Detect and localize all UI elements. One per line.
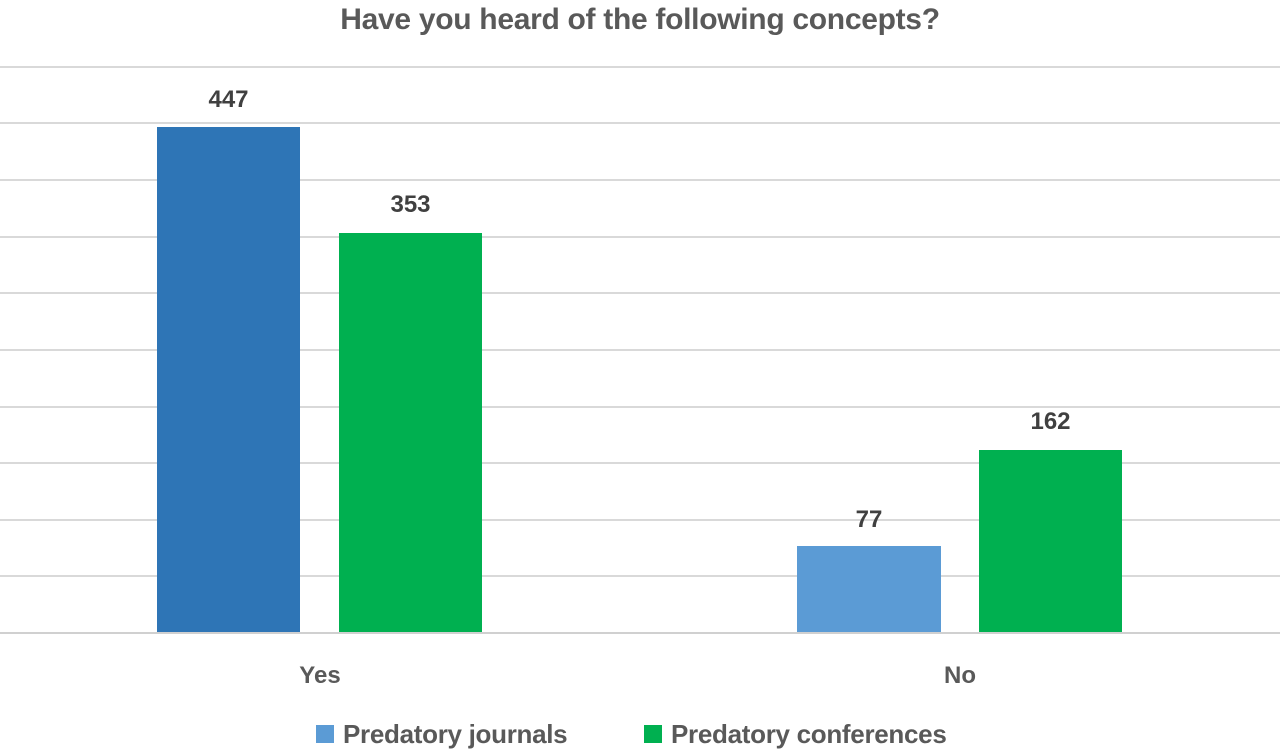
gridline-150 [0,462,1280,464]
legend-label-conferences: Predatory conferences [671,718,947,749]
legend-label-journals: Predatory journals [343,718,568,749]
legend: Predatory journals Predatory conferences [0,718,1280,750]
x-axis-baseline [0,632,1280,634]
bar-yes-predatory-journals [157,127,300,632]
legend-swatch-conferences-icon [644,725,662,743]
legend-item-predatory-conferences[interactable]: Predatory conferences [644,718,947,750]
data-label-no-conferences: 162 [1030,408,1071,435]
data-label-yes-conferences: 353 [390,191,431,218]
legend-swatch-journals-icon [316,725,334,743]
bar-no-predatory-journals [797,546,941,632]
legend-item-predatory-journals[interactable]: Predatory journals [316,718,568,750]
gridline-50 [0,575,1280,577]
gridline-350 [0,236,1280,238]
chart-title: Have you heard of the following concepts… [340,3,940,36]
data-label-yes-journals: 447 [208,86,249,113]
gridline-100 [0,519,1280,521]
category-label-no: No [944,662,976,689]
data-label-no-journals: 77 [855,506,883,533]
bar-yes-predatory-conferences [339,233,482,632]
gridline-250 [0,349,1280,351]
gridline-200 [0,406,1280,408]
gridline-450 [0,122,1280,124]
gridline-300 [0,292,1280,294]
bar-no-predatory-conferences [979,450,1122,632]
gridline-400 [0,179,1280,181]
category-label-yes: Yes [299,662,341,689]
gridline-500 [0,66,1280,68]
